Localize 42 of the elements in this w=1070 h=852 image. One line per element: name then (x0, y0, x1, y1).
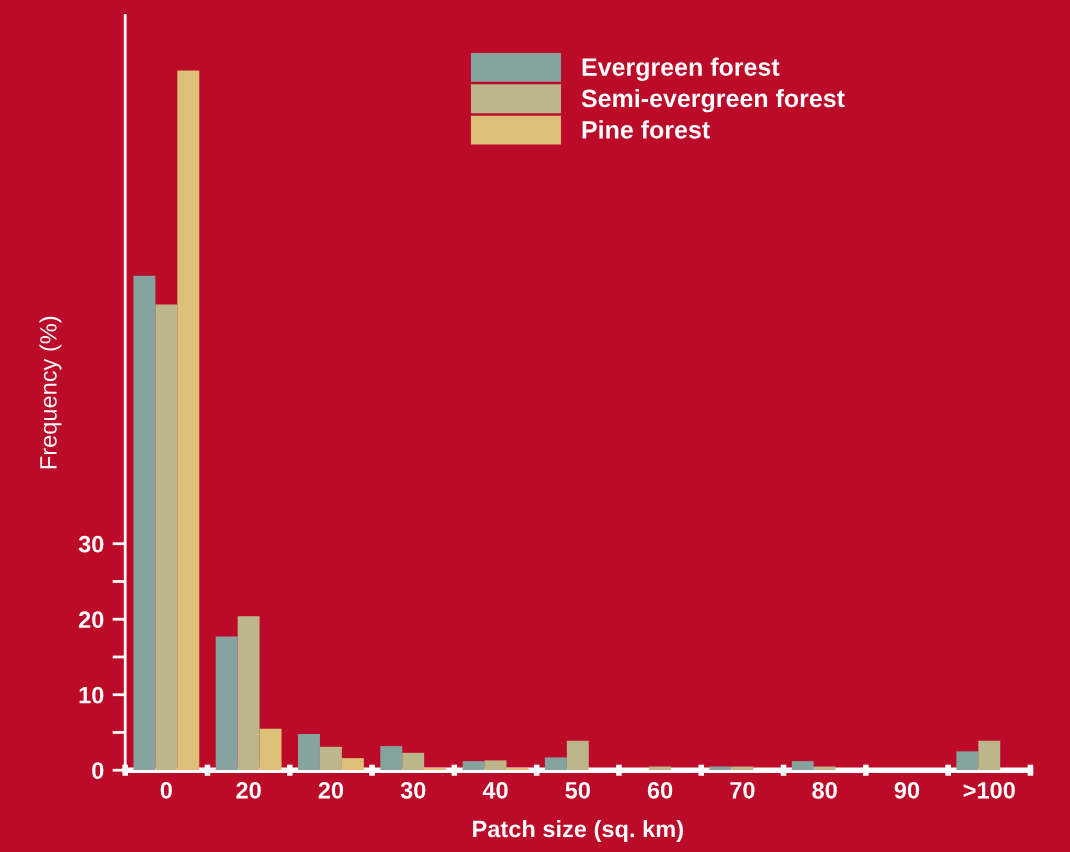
legend-label: Pine forest (582, 120, 710, 139)
y-axis-title: Frequency (%) (39, 316, 62, 469)
bar (319, 746, 342, 771)
x-tick-label: 60 (647, 781, 673, 799)
bar (956, 751, 979, 771)
x-axis-title: Patch size (sq. km) (473, 820, 683, 843)
x-tick-label: 70 (730, 781, 755, 799)
bar (341, 758, 364, 771)
x-tick-label: 0 (160, 781, 172, 799)
bar (133, 275, 156, 771)
bar (649, 766, 672, 771)
bar (484, 760, 507, 771)
x-tick-label: 40 (482, 781, 508, 799)
legend-label: Semi-evergreen forest (581, 88, 845, 113)
x-tick-label: 30 (400, 781, 426, 799)
bar (215, 636, 238, 771)
y-tick-label: 0 (92, 762, 104, 779)
bar (380, 746, 403, 771)
x-tick-label: 20 (318, 781, 344, 799)
bar (709, 766, 732, 771)
x-tick-label: 90 (894, 781, 920, 799)
x-tick-label: 20 (236, 781, 261, 799)
bar (544, 757, 567, 771)
bar (298, 733, 320, 771)
y-tick-label: 10 (79, 686, 104, 704)
bar (259, 728, 282, 771)
x-tick-label: >100 (963, 781, 1015, 799)
bar (177, 70, 200, 771)
y-tick-label: 20 (78, 611, 104, 629)
x-tick-label: 80 (812, 781, 837, 799)
bar (813, 766, 836, 771)
bar (402, 752, 425, 771)
bar (237, 616, 260, 771)
bar (566, 740, 589, 771)
bar (791, 761, 814, 771)
legend-label: Evergreen forest (582, 57, 780, 81)
x-tick-label: 50 (565, 781, 590, 799)
bar (731, 766, 754, 771)
bar (978, 740, 1001, 771)
bar (155, 304, 178, 771)
y-tick-label: 30 (78, 535, 104, 553)
bar (462, 761, 485, 771)
